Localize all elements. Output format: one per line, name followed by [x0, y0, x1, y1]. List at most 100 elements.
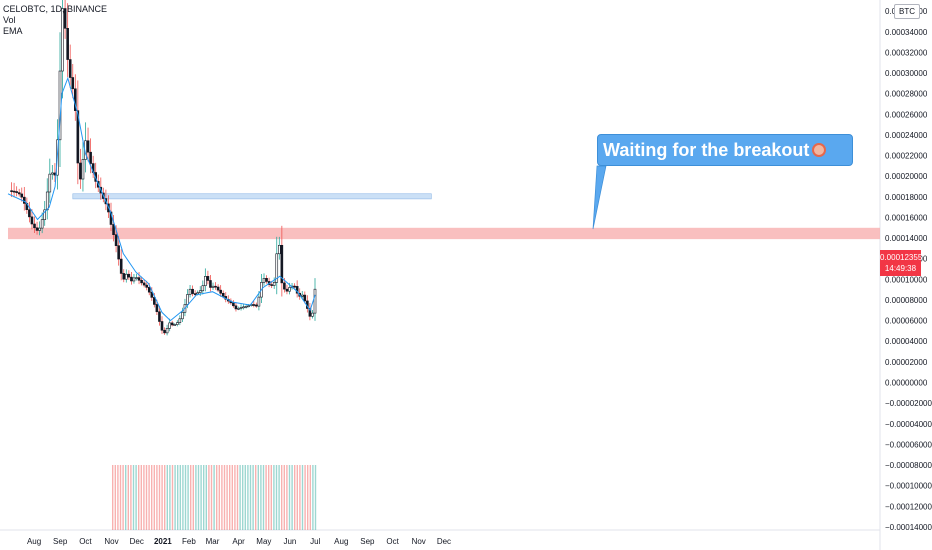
candle-body [163, 329, 166, 334]
candle-body [270, 284, 273, 286]
candle-body [255, 304, 258, 307]
chart-legend: CELOBTC, 1D, BINANCE Vol EMA [3, 4, 107, 37]
volume-bar [203, 465, 205, 530]
candle-body [33, 223, 36, 229]
volume-bar [117, 465, 119, 530]
candle-body [280, 244, 284, 284]
support-zone [72, 193, 432, 200]
volume-bar [265, 465, 267, 530]
candle-body [15, 191, 18, 193]
volume-bar [294, 465, 296, 530]
volume-bar [252, 465, 254, 530]
volume-bar [171, 465, 174, 530]
x-tick-label: Oct [79, 537, 92, 546]
x-tick-label: Aug [27, 537, 41, 546]
annotation-callout[interactable]: Waiting for the breakout [597, 134, 853, 166]
candle-body [20, 193, 24, 198]
volume-bar [112, 465, 114, 530]
y-tick-label: 0.00016000 [885, 213, 928, 222]
volume-bar [218, 465, 220, 530]
annotation-pointer [592, 165, 607, 230]
volume-bar [231, 465, 233, 530]
candle-body [68, 59, 72, 78]
volume-bar [268, 465, 270, 530]
x-tick-label: Oct [386, 537, 399, 546]
candle-body [153, 297, 156, 305]
candle-body [178, 318, 182, 323]
candle-body [198, 290, 202, 293]
volume-bar [221, 465, 223, 530]
volume-bar [242, 465, 244, 530]
volume-bar [304, 465, 306, 530]
y-tick-label: 0.00022000 [885, 152, 928, 161]
candle-body [275, 253, 279, 283]
candle-body [79, 162, 82, 180]
volume-bar [114, 465, 116, 530]
volume-bar [296, 465, 298, 530]
y-tick-label: 0.00030000 [885, 69, 928, 78]
candle-body [201, 285, 205, 292]
volume-bar [130, 465, 132, 530]
x-tick-label: Sep [360, 537, 375, 546]
candle-body [17, 192, 21, 195]
volume-bar [169, 465, 171, 530]
volume-bar [255, 465, 257, 530]
x-tick-label: Jun [283, 537, 296, 546]
last-price-tag: 0.00012355 14:49:38 [880, 250, 922, 276]
volume-bar [244, 465, 246, 530]
candle-body [10, 190, 13, 192]
candle-body [160, 321, 164, 331]
volume-bar [229, 465, 231, 530]
volume-bar [138, 465, 140, 530]
candle-body [137, 277, 141, 281]
symbol-label[interactable]: CELOBTC, 1D, BINANCE [3, 4, 108, 14]
candle-body [165, 328, 169, 334]
shrimp-emoji-icon [812, 143, 827, 157]
candle-body [132, 277, 136, 282]
candle-body [125, 273, 128, 280]
candle-body [262, 278, 266, 283]
y-tick-label: −0.00004000 [885, 420, 932, 429]
x-tick-label: Dec [437, 537, 451, 546]
currency-label[interactable]: BTC [894, 4, 920, 19]
volume-bar [210, 465, 213, 530]
y-tick-label: −0.00014000 [885, 523, 932, 532]
y-tick-label: 0.00018000 [885, 193, 928, 202]
candle-body [211, 285, 215, 288]
volume-bar [247, 465, 249, 530]
volume-bar [140, 465, 142, 530]
volume-bar [119, 465, 122, 530]
candle-body [252, 304, 256, 306]
volume-bar [148, 465, 150, 530]
ema-indicator-label[interactable]: EMA [3, 26, 23, 36]
volume-bar [195, 465, 197, 530]
x-tick-label: Feb [182, 537, 196, 546]
y-tick-label: 0.00034000 [885, 28, 928, 37]
candle-body [288, 287, 291, 292]
volume-bar [166, 465, 168, 530]
candle-body [193, 293, 197, 295]
candle-body [43, 209, 47, 220]
y-tick-label: 0.00002000 [885, 358, 928, 367]
ema-line [7, 76, 316, 322]
resistance-zone [8, 227, 880, 240]
volume-bar [223, 465, 226, 530]
y-tick-label: 0.00032000 [885, 48, 928, 57]
volume-bar [122, 465, 124, 530]
volume-indicator-label[interactable]: Vol [3, 15, 16, 25]
y-tick-label: 0.00000000 [885, 379, 928, 388]
y-tick-label: 0.00020000 [885, 172, 928, 181]
candle-body [130, 276, 133, 282]
candle-body [45, 191, 49, 211]
candle-body [114, 234, 118, 246]
volume-bar [270, 465, 272, 530]
volume-bar [213, 465, 215, 530]
candle-body [232, 302, 235, 307]
y-tick-label: 0.00008000 [885, 296, 928, 305]
candle-body [277, 244, 281, 255]
x-tick-label: Nov [104, 537, 118, 546]
volume-bar [179, 465, 181, 530]
volume-bar [312, 465, 314, 530]
x-tick-label: Apr [232, 537, 245, 546]
